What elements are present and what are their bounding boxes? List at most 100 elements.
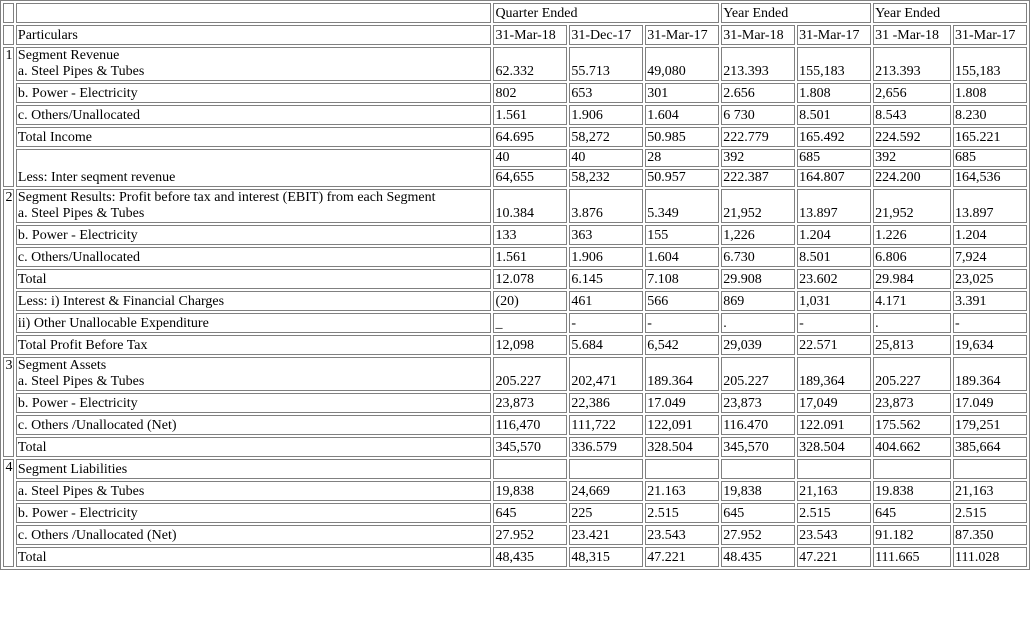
value-cell-stacked: 392 222.387 (721, 149, 796, 187)
section-title: Segment Results: Profit before tax and i… (17, 190, 436, 205)
value-cell: 328.504 (645, 437, 720, 457)
table-row: Total 345,570 336.579 328.504 345,570 328.504… (3, 437, 1027, 457)
value-cell (873, 459, 951, 479)
value-cell: 385,664 (952, 437, 1027, 457)
row-label: a. Steel Pipes & Tubes (15, 481, 492, 501)
value-cell: 566 (645, 291, 720, 311)
value-cell: 205.227 (873, 357, 951, 391)
row-label: Segment Revenue a. Steel Pipes & Tubes (15, 47, 492, 81)
value-cell: 8.501 (797, 105, 872, 125)
value-cell: - (797, 313, 872, 333)
value-cell: 23.543 (645, 525, 720, 545)
value-cell: 165.492 (797, 127, 872, 147)
value-cell: 645 (493, 503, 568, 523)
row-label-text: a. Steel Pipes & Tubes (17, 206, 145, 221)
value-cell: 27.952 (721, 525, 796, 545)
value-cell: 116,470 (493, 415, 568, 435)
value-cell: 17.049 (952, 393, 1027, 413)
value-cell: 1.808 (797, 83, 872, 103)
value-cell: 23,873 (873, 393, 951, 413)
net-revenue-value: 50.957 (645, 169, 720, 187)
value-cell: 6 730 (721, 105, 796, 125)
value-cell: 23,873 (721, 393, 796, 413)
value-cell: 87.350 (952, 525, 1027, 545)
date-header: 31-Dec-17 (569, 25, 644, 45)
inter-revenue-value: 28 (645, 149, 720, 167)
row-label: c. Others /Unallocated (Net) (15, 415, 492, 435)
row-label: Less: i) Interest & Financial Charges (15, 291, 492, 311)
section-title: Segment Revenue (17, 48, 120, 63)
segment-report-table: Quarter Ended Year Ended Year Ended Part… (0, 0, 1030, 570)
table-row: c. Others/Unallocated 1.561 1.906 1.604 6.73… (3, 247, 1027, 267)
value-cell: 155 (645, 225, 720, 245)
row-label: Total (15, 437, 492, 457)
value-cell: 213.393 (721, 47, 796, 81)
value-cell: 3.391 (952, 291, 1027, 311)
value-cell: 155,183 (952, 47, 1027, 81)
row-label-text: a. Steel Pipes & Tubes (17, 374, 145, 389)
value-cell: 1.226 (873, 225, 951, 245)
value-cell: 6.730 (721, 247, 796, 267)
value-cell: 47.221 (645, 547, 720, 567)
value-cell: 2.515 (645, 503, 720, 523)
value-cell: 122,091 (645, 415, 720, 435)
value-cell-stacked: 685 164.807 (797, 149, 872, 187)
net-revenue-value: 64,655 (493, 169, 568, 187)
date-header: 31-Mar-18 (493, 25, 568, 45)
date-header: 31-Mar-17 (645, 25, 720, 45)
value-cell: 23.421 (569, 525, 644, 545)
value-cell: 111.028 (952, 547, 1027, 567)
value-cell: 345,570 (493, 437, 568, 457)
value-cell: 25,813 (873, 335, 951, 355)
value-cell: - (645, 313, 720, 333)
blank-cell (3, 3, 14, 23)
value-cell (797, 459, 872, 479)
value-cell: 19,838 (721, 481, 796, 501)
value-cell: 1.808 (952, 83, 1027, 103)
table-row: 2 Segment Results: Profit before tax and … (3, 189, 1027, 355)
value-cell: 6,542 (645, 335, 720, 355)
value-cell: 2.656 (721, 83, 796, 103)
table-row: Total 12.078 6.145 7.108 29.908 23.602 29.984 2… (3, 269, 1027, 289)
value-cell: 55.713 (569, 47, 644, 81)
value-cell: 49,080 (645, 47, 720, 81)
quarter-ended-header: Quarter Ended (493, 3, 720, 23)
value-cell: . (721, 313, 796, 333)
inter-segment-row: Less: Inter seqment revenue 40 64,655 40 58,… (3, 149, 1027, 187)
row-label: Segment Assets a. Steel Pipes & Tubes (15, 357, 492, 391)
value-cell: 21.163 (645, 481, 720, 501)
value-cell: 17,049 (797, 393, 872, 413)
row-label: Segment Results: Profit before tax and i… (15, 189, 492, 223)
value-cell: 122.091 (797, 415, 872, 435)
value-cell: 328.504 (797, 437, 872, 457)
value-cell: 21,163 (952, 481, 1027, 501)
header-row-periods: Quarter Ended Year Ended Year Ended (3, 3, 1027, 23)
row-label: Total (15, 269, 492, 289)
value-cell: 224.592 (873, 127, 951, 147)
value-cell: 1.204 (952, 225, 1027, 245)
inter-revenue-value: 685 (797, 149, 872, 167)
value-cell: 13.897 (952, 189, 1027, 223)
table-row: 1 Segment Revenue a. Steel Pipes & Tubes 62… (3, 47, 1027, 187)
value-cell: 21,952 (873, 189, 951, 223)
value-cell (493, 459, 568, 479)
value-cell: 202,471 (569, 357, 644, 391)
value-cell: 1.906 (569, 247, 644, 267)
value-cell: 12.078 (493, 269, 568, 289)
year-ended-header: Year Ended (873, 3, 1027, 23)
table-row: c. Others /Unallocated (Net) 116,470 111,7… (3, 415, 1027, 435)
table-row: c. Others/Unallocated 1.561 1.906 1.604 6 73… (3, 105, 1027, 125)
table-row: a. Steel Pipes & Tubes 19,838 24,669 21.163… (3, 481, 1027, 501)
value-cell: 1.906 (569, 105, 644, 125)
value-cell (569, 459, 644, 479)
value-cell: 19,634 (952, 335, 1027, 355)
year-ended-header: Year Ended (721, 3, 872, 23)
row-label: c. Others/Unallocated (15, 105, 492, 125)
value-cell: - (952, 313, 1027, 333)
value-cell: 23.602 (797, 269, 872, 289)
value-cell: 8.230 (952, 105, 1027, 125)
value-cell-stacked: 40 58,232 (569, 149, 644, 187)
value-cell: 8.543 (873, 105, 951, 125)
particulars-header: Particulars (15, 25, 492, 45)
value-cell: 653 (569, 83, 644, 103)
